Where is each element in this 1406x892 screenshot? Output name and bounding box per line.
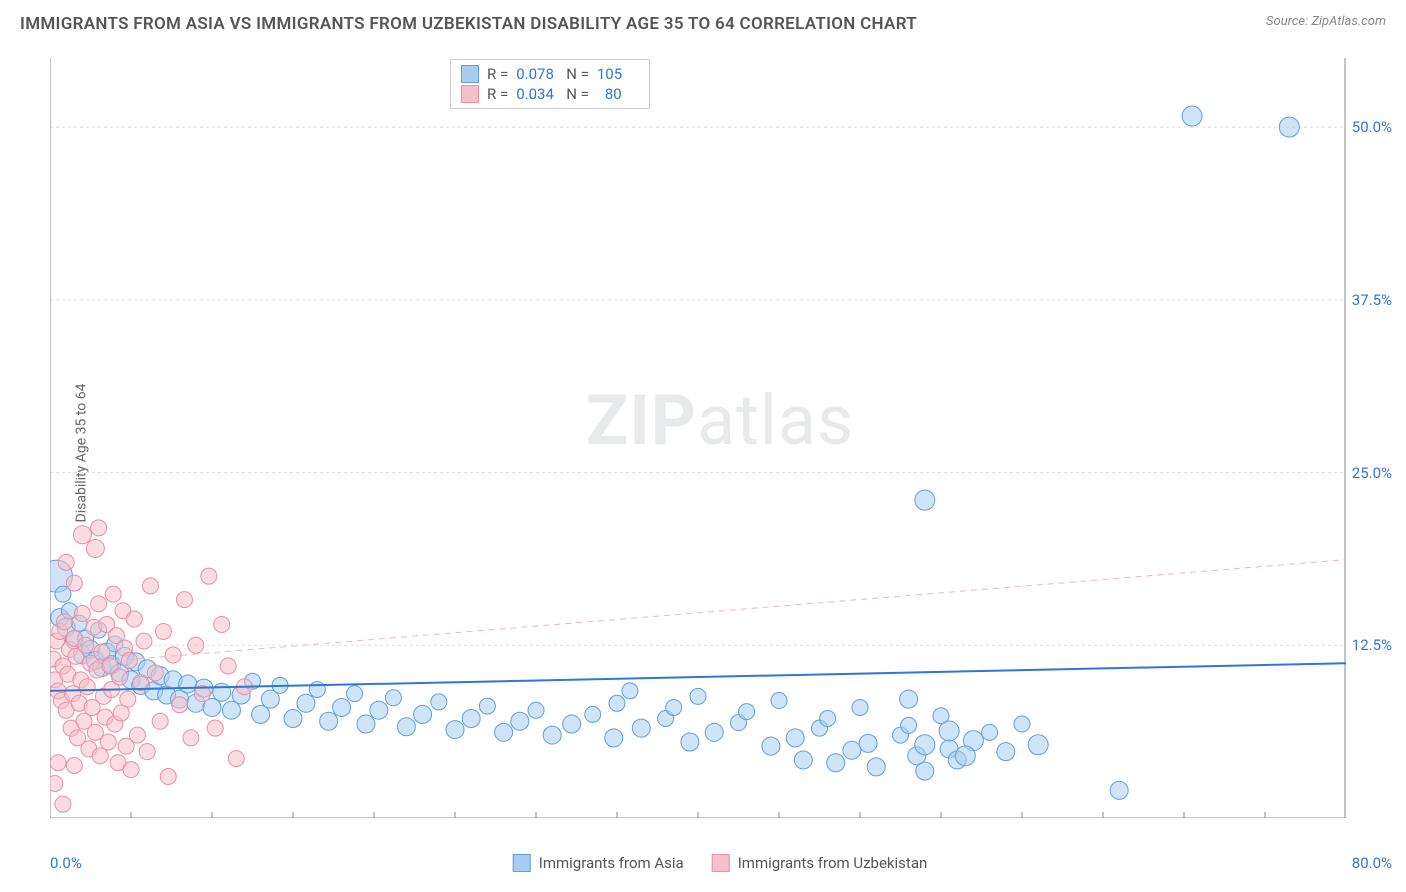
x-max-label: 80.0% [1352,854,1392,872]
chart-header: IMMIGRANTS FROM ASIA VS IMMIGRANTS FROM … [0,0,1406,42]
legend-item-asia: Immigrants from Asia [513,854,684,872]
n-label: N = [566,85,589,103]
legend-item-uzb: Immigrants from Uzbekistan [712,854,928,872]
swatch-asia-icon [513,854,531,872]
swatch-uzb [461,85,479,103]
correlation-legend: R = 0.078 N = 105 R = 0.034 N = 80 [450,59,650,109]
legend-row-uzb: R = 0.034 N = 80 [461,84,639,104]
legend-label-uzb: Immigrants from Uzbekistan [738,854,928,872]
y-tick-label: 25.0% [1352,464,1392,482]
legend-row-asia: R = 0.078 N = 105 [461,64,639,84]
swatch-uzb-icon [712,854,730,872]
series-legend: Immigrants from Asia Immigrants from Uzb… [513,854,928,872]
source-name: ZipAtlas.com [1311,14,1386,29]
y-tick-label: 50.0% [1352,118,1392,136]
source-attribution: Source: ZipAtlas.com [1266,14,1386,29]
chart-area: Disability Age 35 to 64 ZIPatlas R = 0.0… [50,58,1390,848]
swatch-asia [461,65,479,83]
r-label: R = [487,85,508,103]
y-tick-label: 37.5% [1352,291,1392,309]
series-asia [50,106,1299,799]
n-label: N = [566,65,589,83]
chart-title: IMMIGRANTS FROM ASIA VS IMMIGRANTS FROM … [20,14,917,34]
n-value-asia: 105 [597,65,639,83]
r-value-asia: 0.078 [516,65,558,83]
scatter-plot-svg [50,58,1346,818]
n-value-uzb: 80 [597,85,639,103]
legend-label-asia: Immigrants from Asia [539,854,684,872]
series-uzbekistan [50,520,252,812]
r-label: R = [487,65,508,83]
r-value-uzb: 0.034 [516,85,558,103]
y-tick-label: 12.5% [1352,636,1392,654]
x-origin-label: 0.0% [50,854,82,872]
source-prefix: Source: [1266,14,1308,29]
